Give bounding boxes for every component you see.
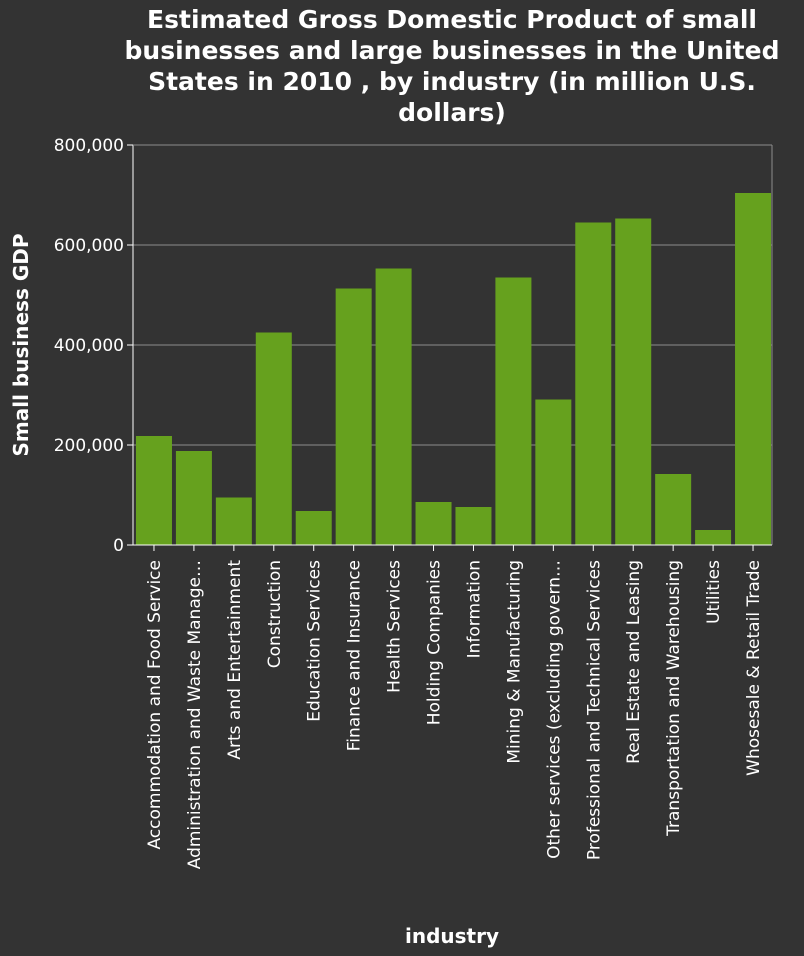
bar xyxy=(175,451,212,545)
bar xyxy=(535,399,572,545)
x-tick-label: Professional and Technical Services xyxy=(584,560,604,860)
bar xyxy=(295,511,332,545)
axes: 0 200,000 400,000 600,000 800,000 Accommodati… xyxy=(54,136,773,869)
bar xyxy=(255,332,292,545)
bar xyxy=(415,502,452,545)
bar xyxy=(655,474,692,545)
x-tick-label: Utilities xyxy=(704,560,724,624)
y-tick-label: 200,000 xyxy=(54,436,124,456)
x-axis-label: industry xyxy=(405,924,499,948)
bar xyxy=(215,497,252,545)
bar xyxy=(695,530,732,545)
bar xyxy=(375,268,412,545)
y-tick-label: 600,000 xyxy=(54,236,124,256)
x-tick-label: Administration and Waste Manage… xyxy=(185,560,205,869)
y-axis-label: Small business GDP xyxy=(9,234,33,457)
bar xyxy=(335,288,372,545)
x-tick-label: Education Services xyxy=(305,560,325,722)
x-tick-label: Holding Companies xyxy=(425,560,445,725)
bar xyxy=(455,507,492,545)
x-tick-label: Arts and Entertainment xyxy=(225,560,245,760)
bar xyxy=(135,436,172,545)
x-tick-label: Other services (excluding govern… xyxy=(544,560,564,859)
x-tick-label: Finance and Insurance xyxy=(345,560,365,751)
x-tick-label: Real Estate and Leasing xyxy=(624,560,644,764)
x-tick-label: Health Services xyxy=(385,560,405,693)
x-tick-label: Information xyxy=(464,560,484,658)
bar xyxy=(575,222,612,545)
chart-title: Estimated Gross Domestic Product of smal… xyxy=(124,5,780,127)
bars xyxy=(135,193,772,545)
x-tick-label: Whosesale & Retail Trade xyxy=(744,560,764,776)
bar xyxy=(735,193,772,545)
x-tick-label: Mining & Manufacturing xyxy=(504,560,524,764)
y-tick-label: 400,000 xyxy=(54,336,124,356)
bar xyxy=(615,218,652,545)
x-tick-label: Construction xyxy=(265,560,285,668)
x-tick-label: Transportation and Warehousing xyxy=(664,560,684,837)
bar xyxy=(495,277,532,545)
y-tick-label: 0 xyxy=(113,536,124,556)
y-tick-label: 800,000 xyxy=(54,136,124,156)
x-tick-label: Accommodation and Food Service xyxy=(145,560,165,850)
gridlines xyxy=(133,144,772,446)
